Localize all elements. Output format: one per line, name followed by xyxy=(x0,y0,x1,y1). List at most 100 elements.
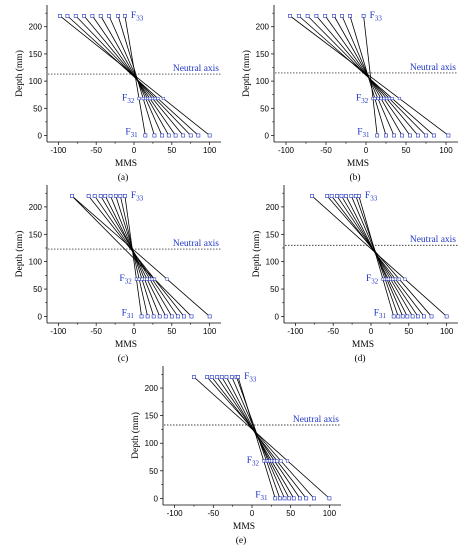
y-axis-title: Depth (mm) xyxy=(251,231,262,278)
data-point-top xyxy=(323,13,328,18)
label-f33: F33 xyxy=(131,11,144,23)
x-tick-label: -50 xyxy=(320,146,332,155)
chart-panel-c: -100 -50 0 50 100 0 50 100 150 200 MMS Depth (mm) (c… xyxy=(14,185,221,364)
label-f32: F32 xyxy=(366,274,379,286)
data-point-top xyxy=(70,194,74,198)
strain-profile-line xyxy=(67,15,199,136)
data-point-mid xyxy=(382,96,386,101)
x-tick-label: -100 xyxy=(50,146,67,155)
x-tick-label: -50 xyxy=(90,146,102,155)
data-point-bottom xyxy=(151,314,156,319)
x-tick-label: 50 xyxy=(404,327,413,336)
y-tick-label: 50 xyxy=(149,467,158,476)
data-point-mid xyxy=(373,96,377,101)
x-tick-label: 50 xyxy=(402,146,411,155)
data-point-mid xyxy=(272,459,276,463)
y-tick-label: 200 xyxy=(266,203,280,212)
data-point-bottom xyxy=(273,496,278,501)
strain-profile-line xyxy=(363,15,378,136)
label-f32: F32 xyxy=(119,274,132,286)
y-tick-label: 50 xyxy=(260,104,269,113)
data-point-top xyxy=(123,13,127,18)
data-point-mid xyxy=(397,96,401,101)
data-point-mid xyxy=(379,96,383,101)
x-axis-title: MMS xyxy=(115,159,137,169)
y-tick-label: 200 xyxy=(256,23,270,32)
strain-profile-line xyxy=(221,376,295,499)
data-point-top xyxy=(219,375,224,379)
data-point-mid xyxy=(137,277,141,281)
x-tick-label: -50 xyxy=(327,327,339,336)
data-point-bottom xyxy=(312,496,316,501)
data-point-bottom xyxy=(143,133,148,138)
data-point-bottom xyxy=(396,314,401,319)
data-point-bottom xyxy=(304,496,309,501)
data-point-bottom xyxy=(182,314,186,319)
data-point-bottom xyxy=(298,496,302,501)
data-point-top xyxy=(215,375,220,379)
data-point-top xyxy=(123,194,127,198)
data-point-bottom xyxy=(422,314,426,319)
y-tick-label: 50 xyxy=(270,285,279,294)
data-point-mid xyxy=(390,96,394,101)
data-point-top xyxy=(103,194,108,198)
y-tick-label: 200 xyxy=(29,23,43,32)
data-point-mid xyxy=(134,277,138,281)
data-point-mid xyxy=(150,96,155,101)
chart-panel-a: -100 -50 0 50 100 0 50 100 150 200 MMS Depth (mm) (a… xyxy=(14,5,221,183)
y-tick-label: 150 xyxy=(145,412,159,421)
data-point-top xyxy=(348,13,352,18)
data-point-bottom xyxy=(173,133,178,138)
data-point-bottom xyxy=(196,133,201,138)
data-point-mid xyxy=(391,277,395,281)
data-point-bottom xyxy=(444,314,449,319)
y-axis-title: Depth (mm) xyxy=(130,412,141,459)
data-point-mid xyxy=(145,277,149,281)
data-point-top xyxy=(82,13,86,18)
x-tick-label: 100 xyxy=(440,327,454,336)
data-point-bottom xyxy=(391,314,396,319)
x-axis-title: MMS xyxy=(352,340,374,350)
y-tick-label: 100 xyxy=(256,77,270,86)
data-point-mid xyxy=(140,277,144,281)
data-point-bottom xyxy=(424,133,428,138)
strain-profile-line xyxy=(193,376,330,499)
data-point-bottom xyxy=(410,314,415,319)
data-point-mid xyxy=(275,459,279,463)
label-f32: F32 xyxy=(122,94,135,106)
data-point-top xyxy=(107,13,111,18)
y-axis-title: Depth (mm) xyxy=(14,231,25,278)
neutral-axis-label: Neutral axis xyxy=(410,235,456,245)
data-point-top xyxy=(296,13,301,18)
y-tick-label: 50 xyxy=(33,104,42,113)
strain-profile-line xyxy=(119,195,149,317)
data-point-bottom xyxy=(416,133,420,138)
x-tick-label: 100 xyxy=(203,146,217,155)
x-axis-title: MMS xyxy=(233,522,255,532)
data-point-top xyxy=(353,194,358,198)
x-tick-label: 0 xyxy=(132,146,137,155)
panel-label: (b) xyxy=(349,172,360,183)
data-point-bottom xyxy=(277,496,282,501)
x-tick-label: 50 xyxy=(167,327,176,336)
x-axis-title: MMS xyxy=(115,340,137,350)
neutral-axis-label: Neutral axis xyxy=(173,64,219,74)
x-tick-label: 0 xyxy=(132,327,137,336)
chart-panel-e: -100 -50 0 50 100 0 50 100 150 200 MMS Depth (mm) (e… xyxy=(130,366,341,546)
data-point-mid xyxy=(153,96,157,101)
x-tick-label: -100 xyxy=(50,327,67,336)
panel-label: (c) xyxy=(118,353,129,364)
x-tick-label: 0 xyxy=(369,327,374,336)
data-point-bottom xyxy=(287,496,292,501)
data-point-bottom xyxy=(152,133,157,138)
label-f31: F31 xyxy=(357,127,370,139)
strain-profile-line xyxy=(108,15,163,136)
x-tick-label: -100 xyxy=(278,146,295,155)
data-point-top xyxy=(236,375,240,379)
data-point-mid xyxy=(137,96,141,101)
neutral-axis-label: Neutral axis xyxy=(173,239,219,249)
y-tick-label: 200 xyxy=(29,203,43,212)
label-f33: F33 xyxy=(131,191,144,203)
label-f31: F31 xyxy=(255,490,268,502)
